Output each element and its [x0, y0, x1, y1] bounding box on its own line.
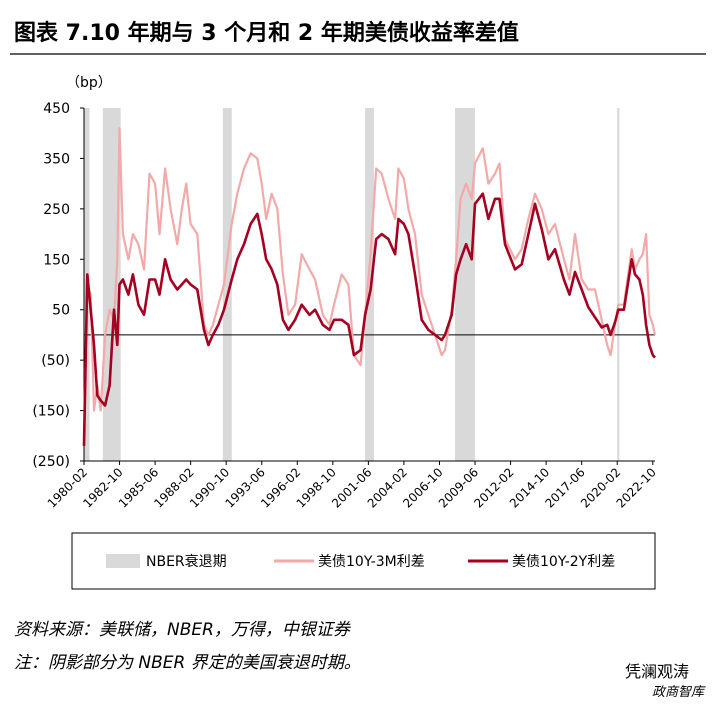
chart-title: 图表 7.10 年期与 3 个月和 2 年期美债收益率差值 [14, 20, 519, 46]
source: 资料来源：美联储，NBER，万得，中银证券 [14, 620, 352, 640]
legend-label: 美债10Y-3M利差 [318, 554, 425, 570]
watermark2: 政商智库 [652, 685, 706, 700]
legend-box [71, 532, 656, 590]
note: 注：阴影部分为 NBER 界定的美国衰退时期。 [14, 653, 361, 673]
watermark: 凭澜观涛 [625, 662, 689, 681]
legend-label: 美债10Y-2Y利差 [512, 554, 615, 570]
y-tick-label: 50 [52, 303, 70, 319]
x-tick-label: 2022-10 [614, 465, 659, 510]
recession-band [102, 108, 121, 461]
legend-swatch [106, 554, 140, 568]
recession-band [222, 108, 232, 461]
series-line [82, 192, 656, 446]
y-tick-label: 150 [43, 252, 70, 268]
y-tick-label: 450 [43, 101, 70, 117]
y-unit: （bp） [66, 75, 112, 91]
recession-band [617, 108, 620, 461]
y-tick-label: (250) [32, 454, 70, 470]
legend-label: NBER衰退期 [146, 553, 227, 570]
recession-band [365, 108, 374, 461]
y-tick-label: (150) [32, 404, 70, 420]
y-tick-label: 250 [43, 202, 70, 218]
recession-band [455, 108, 476, 461]
y-tick-label: 350 [43, 151, 70, 167]
y-tick-label: (50) [41, 353, 70, 369]
